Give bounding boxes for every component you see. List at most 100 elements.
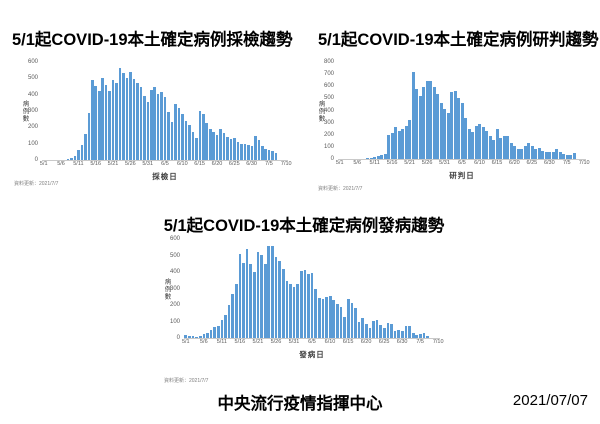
bar-slot [156,62,160,160]
bar-slot [77,62,80,160]
bar [387,134,391,159]
bar [122,72,125,160]
x-tick-label: 6/15 [342,339,354,345]
bar [153,87,157,160]
bar-slot [260,62,264,160]
bar-slot [310,239,314,338]
y-tick-label: 400 [323,107,334,114]
bar-slot [390,239,394,338]
bar [439,103,443,159]
chart-sampling-y-axis-title: 病例數 [21,99,28,123]
bar-slot [492,62,496,159]
bar-slot [235,239,239,338]
bar-slot [125,62,129,160]
bar [129,71,132,160]
chart-onset-bars [184,239,440,338]
bar-slot [104,62,108,160]
bar-slot [66,62,70,160]
bar [177,107,181,160]
bar [558,151,562,159]
bar [267,150,271,160]
bar [380,155,384,159]
bar-slot [530,62,535,159]
chart-onset-footnote: 資料更新：2021/7/7 [164,378,209,384]
bar-slot [404,239,408,338]
bar-slot [411,239,415,338]
chart-onset-x-axis-title: 發病日 [299,350,325,359]
bar-slot [206,239,210,338]
chart-confirmation-y-axis-title: 病例數 [317,99,324,122]
x-tick-label: 6/30 [543,160,555,166]
y-tick-label: 0 [34,157,38,163]
bar-slot [506,62,510,159]
bar [506,135,510,159]
bar-slot [238,239,242,338]
bar [537,148,541,159]
x-tick-label: 7/10 [280,161,292,167]
bar-slot [411,62,416,159]
bar [115,83,118,160]
bar-slot [393,239,397,338]
bar-slot [527,62,531,159]
bar [393,330,397,338]
bar [101,77,104,160]
x-tick-label: 5/26 [270,339,282,345]
bar-slot [555,62,559,159]
bar [198,111,202,160]
bar-slot [383,62,388,159]
bar-slot [373,62,377,159]
bar [206,333,209,338]
bar-slot [397,62,402,159]
bar [314,288,318,338]
bar [460,102,464,159]
bar-slot [242,239,246,338]
bar-slot [245,239,249,338]
bar [205,123,209,160]
bar-slot [339,239,343,338]
bar [372,320,375,338]
bar [369,158,373,159]
bar [219,128,222,160]
bar-slot [390,62,395,159]
bar [530,145,534,159]
bar-slot [432,62,437,159]
y-tick-label: 200 [323,131,334,138]
bar [242,262,245,338]
x-tick-label: 5/11 [73,161,84,167]
x-tick-label: 5/31 [439,160,450,166]
bar [243,144,247,160]
bar-slot [254,62,257,160]
bar-slot [437,239,441,338]
bar-slot [84,62,87,160]
x-tick-label: 5/21 [252,339,264,345]
bar [401,330,404,338]
bar-slot [357,239,361,338]
bar [376,155,380,159]
bar [390,132,394,159]
bar-slot [583,62,587,159]
x-tick-label: 7/10 [578,160,590,166]
bar [136,83,139,160]
bar-slot [364,239,368,338]
bar [118,67,122,160]
x-tick-label: 6/25 [378,339,390,345]
bar [426,335,429,338]
bar [289,284,292,338]
bar [339,307,343,338]
bar [569,154,573,159]
bar-slot [394,62,398,159]
bar-slot [160,62,163,160]
chart-confirmation-footnote: 資料更新：2021/7/7 [318,186,363,192]
bar-slot [289,239,293,338]
bar [555,149,559,159]
bar [167,111,170,160]
bar-slot [404,62,409,159]
bar-slot [443,62,447,159]
bar-slot [499,62,503,159]
bar [509,142,513,159]
x-tick-label: 6/10 [474,160,485,166]
bar [397,329,401,338]
y-tick-label: 300 [27,108,38,114]
bar [184,120,188,160]
bar-slot [208,62,212,160]
